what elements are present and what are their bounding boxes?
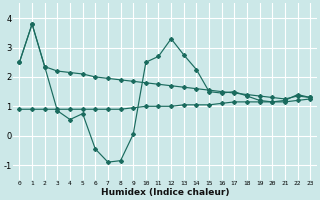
X-axis label: Humidex (Indice chaleur): Humidex (Indice chaleur): [100, 188, 229, 197]
